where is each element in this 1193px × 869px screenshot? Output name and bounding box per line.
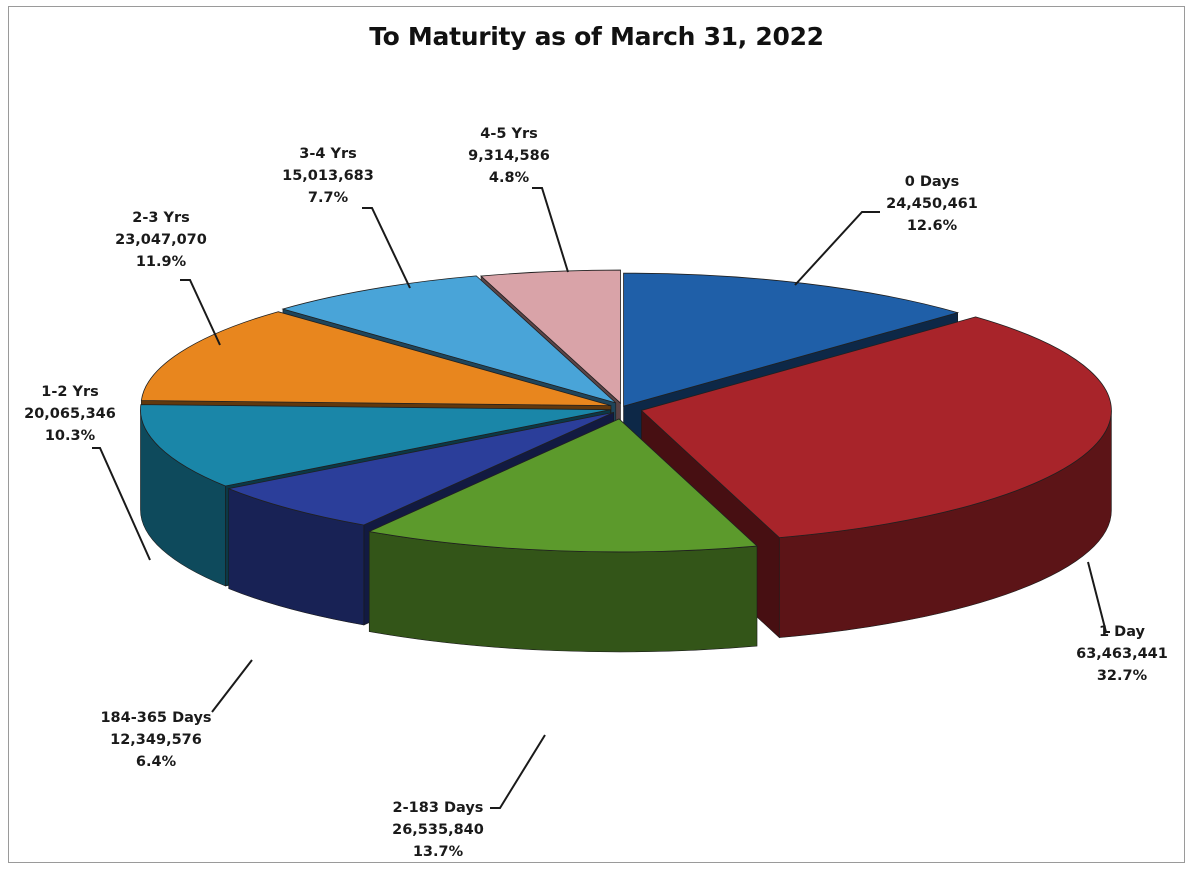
pie-labels: 0 Days 24,450,461 12.6% 1 Day 63,463,441 32.7… [24,126,1168,860]
slice-value-7: 9,314,586 [468,148,550,164]
slice-label-3: 184-365 Days [100,710,211,726]
pie-slice-4-5-yrs [480,269,621,404]
pie-tops [140,269,1112,553]
slice-percent-4: 10.3% [45,428,96,444]
leader-line-4 [92,447,151,561]
slice-percent-3: 6.4% [136,754,177,770]
pie-slice-0-days [623,272,960,407]
slice-percent-7: 4.8% [489,170,530,186]
pie-slice-2-183-days [367,418,758,553]
slice-label-6: 3-4 Yrs [299,146,357,162]
slice-label-7: 4-5 Yrs [480,126,538,142]
leader-line-3 [211,659,253,713]
slice-percent-1: 32.7% [1097,668,1148,684]
slice-percent-2: 13.7% [413,844,464,860]
pie-slice-3-4-yrs [281,275,617,404]
leader-line-2 [490,734,546,809]
slice-value-3: 12,349,576 [110,732,202,748]
pie-slice-1-day [640,316,1112,539]
slice-value-0: 24,450,461 [886,196,978,212]
slice-value-2: 26,535,840 [392,822,484,838]
leader-line-6 [362,207,411,289]
slice-label-4: 1-2 Yrs [41,384,99,400]
pie-slice-1-2-yrs [140,404,611,487]
pie-slice-184-365-days [227,411,614,526]
pie-slice-2-3-yrs [140,311,612,407]
slice-value-1: 63,463,441 [1076,646,1168,662]
leader-line-1 [1087,561,1110,633]
leader-line-7 [532,187,569,273]
slice-value-4: 20,065,346 [24,406,116,422]
slice-label-5: 2-3 Yrs [132,210,190,226]
slice-percent-0: 12.6% [907,218,958,234]
slice-label-0: 0 Days [905,174,960,190]
slice-label-2: 2-183 Days [393,800,484,816]
slice-label-1: 1 Day [1099,624,1146,640]
slice-percent-5: 11.9% [136,254,187,270]
leader-line-5 [180,279,221,346]
slice-percent-6: 7.7% [308,190,349,206]
slice-value-5: 23,047,070 [115,232,207,248]
leader-line-0 [794,211,880,286]
chart-title: To Maturity as of March 31, 2022 [369,22,824,51]
slice-value-6: 15,013,683 [282,168,374,184]
